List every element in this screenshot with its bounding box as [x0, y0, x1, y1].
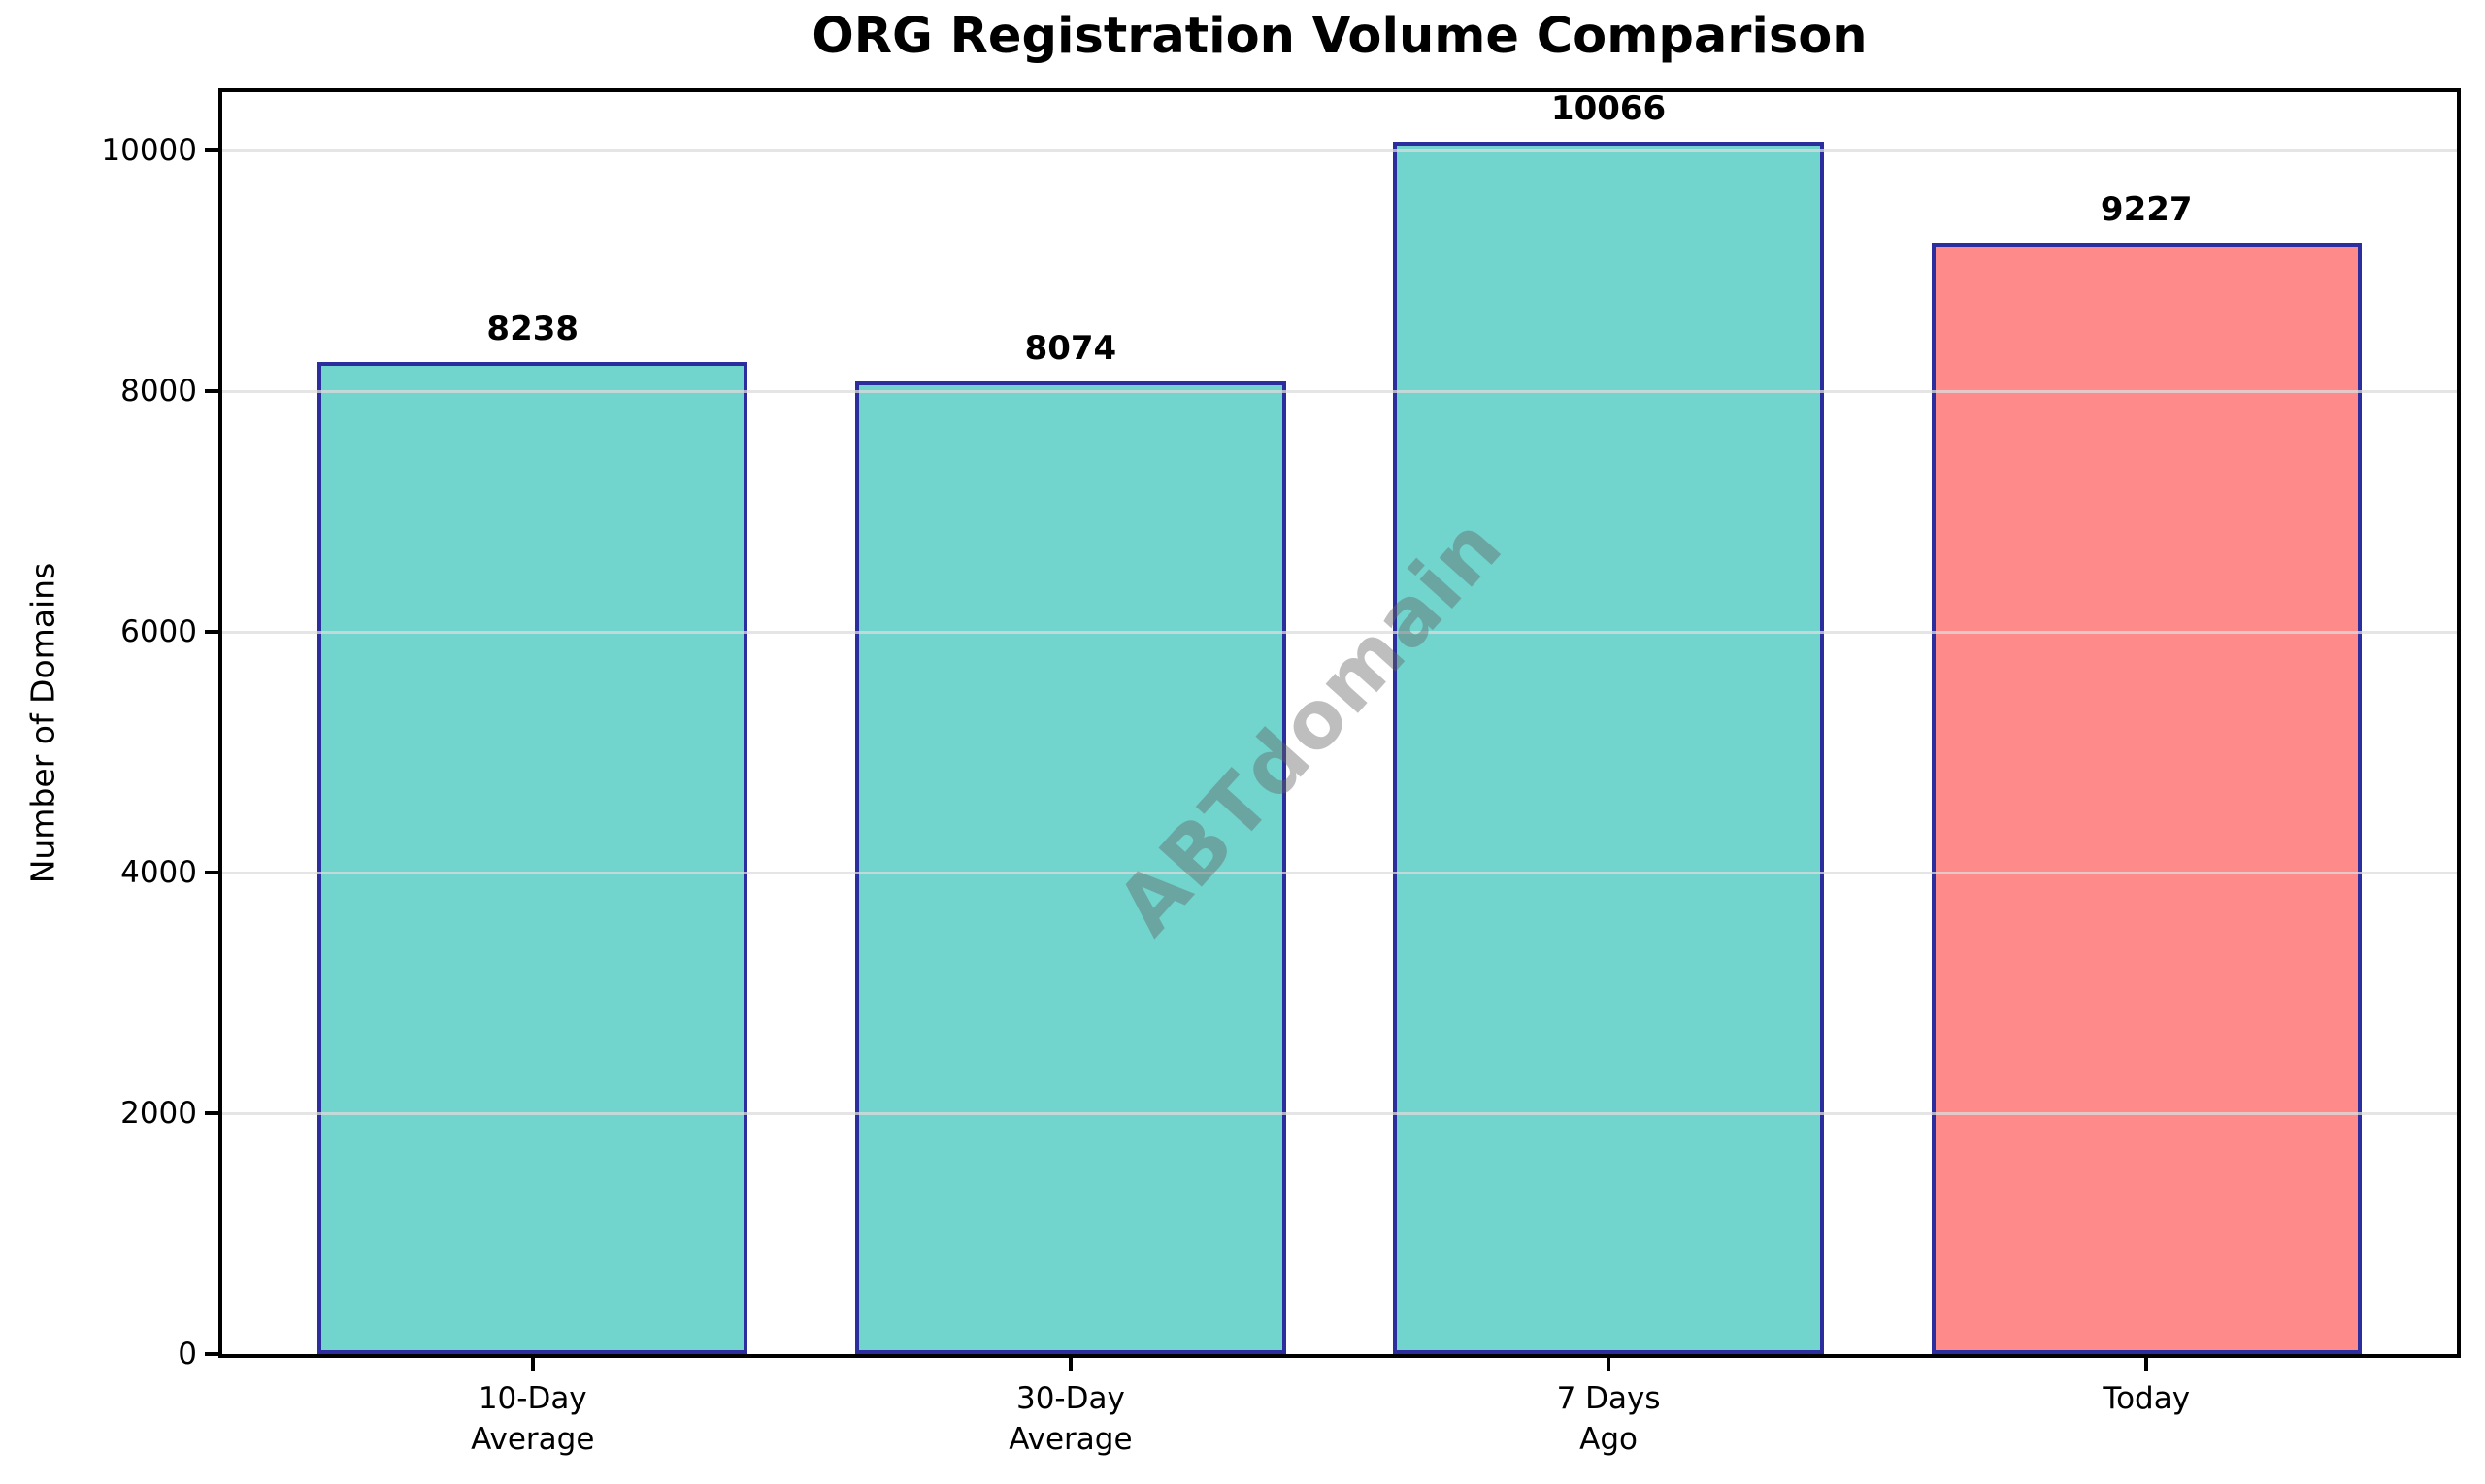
- bar: [855, 381, 1286, 1354]
- y-tick-label: 4000: [120, 854, 197, 890]
- y-tick-mark: [205, 388, 218, 393]
- y-tick-mark: [205, 870, 218, 874]
- y-tick-label: 8000: [120, 373, 197, 409]
- x-tick-label: Today: [2103, 1381, 2191, 1416]
- bar: [317, 362, 748, 1354]
- gridline: [222, 389, 2457, 393]
- bar: [1393, 142, 1824, 1354]
- bar: [1931, 243, 2362, 1354]
- gridline: [222, 148, 2457, 152]
- x-tick-mark: [1607, 1358, 1611, 1371]
- x-tick-label: 10-Day Average: [471, 1381, 595, 1457]
- x-tick-mark: [1068, 1358, 1073, 1371]
- bar-value-label: 10066: [1550, 89, 1667, 129]
- y-axis-label: Number of Domains: [23, 562, 62, 884]
- y-tick-label: 0: [178, 1336, 197, 1371]
- y-tick-mark: [205, 1352, 218, 1356]
- gridline: [222, 1111, 2457, 1115]
- gridline: [222, 630, 2457, 634]
- x-tick-label: 30-Day Average: [1009, 1381, 1133, 1457]
- x-tick-mark: [530, 1358, 535, 1371]
- chart-title: ORG Registration Volume Comparison: [812, 8, 1868, 65]
- gridline: [222, 871, 2457, 874]
- y-tick-label: 2000: [120, 1095, 197, 1131]
- plot-area: [218, 88, 2461, 1358]
- bar-value-label: 8074: [1024, 329, 1117, 369]
- y-tick-mark: [205, 148, 218, 152]
- y-tick-mark: [205, 629, 218, 634]
- y-tick-label: 6000: [120, 613, 197, 649]
- y-tick-mark: [205, 1110, 218, 1115]
- x-tick-label: 7 Days Ago: [1556, 1381, 1661, 1457]
- x-tick-mark: [2144, 1358, 2149, 1371]
- bar-value-label: 9227: [2100, 190, 2193, 230]
- bar-value-label: 8238: [486, 310, 580, 349]
- y-tick-label: 10000: [101, 132, 197, 168]
